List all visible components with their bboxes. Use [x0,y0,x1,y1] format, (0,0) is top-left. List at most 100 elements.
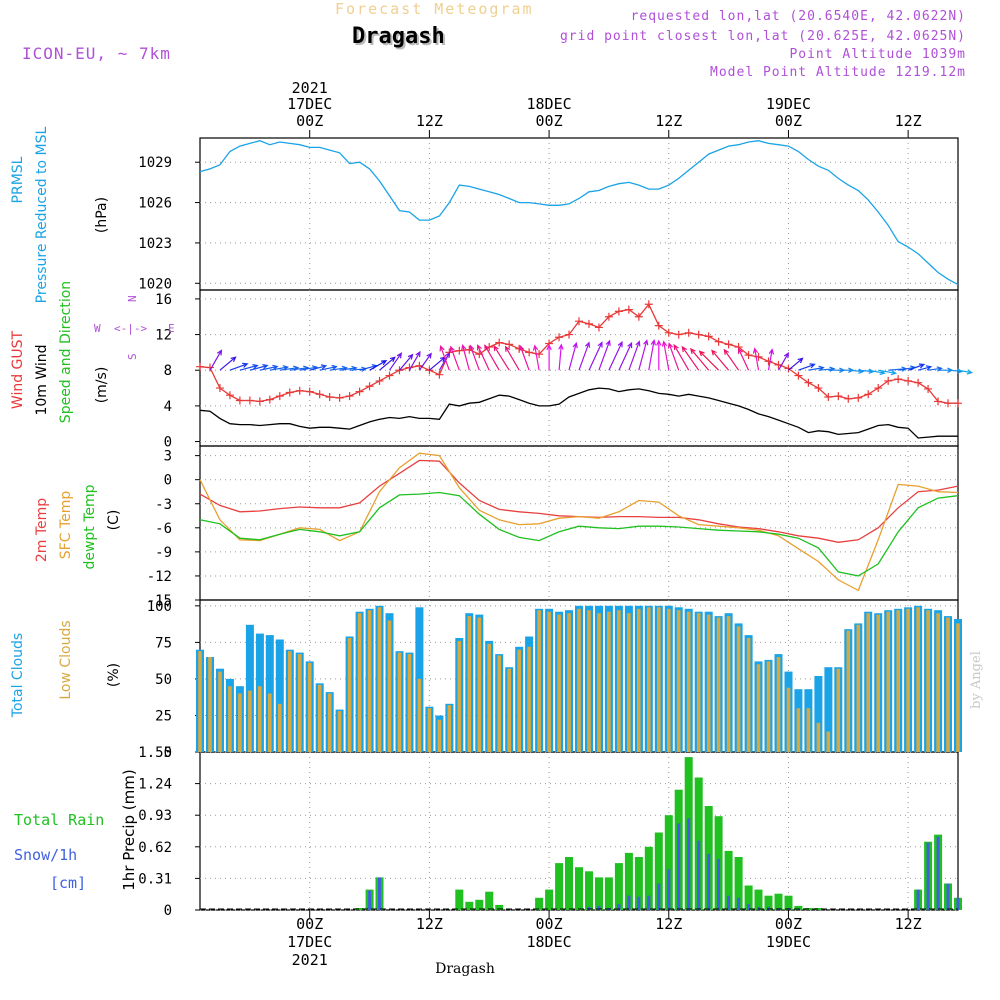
wind-direction-arrow [698,350,720,371]
wind-speed-line [199,387,958,439]
low-clouds-bar [746,638,751,752]
snow-bar [956,897,960,910]
gust-marker [265,395,274,404]
snow-bar [757,906,760,910]
wind-direction-arrow [477,344,490,371]
gust-marker [664,328,673,337]
total-clouds-label: Total Clouds [10,633,26,718]
gust-marker [924,384,933,393]
gust-marker [584,319,593,328]
gust-marker [275,392,284,401]
top-time-label: 12Z [655,112,682,130]
rain-bar [604,877,613,910]
rain-bar [475,899,484,910]
low-clouds-bar [367,610,372,752]
wind-direction-arrow [519,344,530,371]
y-tick-label: 1026 [138,196,172,212]
bottom-time-label: 12Z [655,915,682,933]
meteogram-title: Forecast Meteogram [335,0,534,18]
y-tick-label: 16 [155,292,172,308]
rain-bar [455,889,464,910]
snow-bar [767,906,770,910]
low-clouds-bar [647,607,651,752]
gust-marker [565,330,574,339]
gust-marker [575,317,583,326]
bottom-time-label: 12Z [895,915,922,933]
wind-direction-arrow [309,364,328,371]
low-clouds-bar [736,626,741,752]
snow-bar [747,903,751,910]
low-clouds-bar [407,654,412,752]
low-clouds-bar [427,708,432,752]
gust-marker [914,378,923,387]
rain-bar [634,857,643,910]
model-point-altitude: Model Point Altitude 1219.12m [710,65,966,80]
wind-direction-arrow [767,348,775,371]
gust-marker [385,371,394,380]
gust-marker [794,371,803,380]
wind-direction-arrow [598,339,611,371]
low-clouds-bar [208,657,212,752]
low-clouds-bar [567,613,571,752]
wind-direction-arrow [449,345,460,371]
y-tick-label: 1.55 [138,745,172,761]
temp-dewpt-line [199,491,959,577]
low-clouds-bar [198,651,202,752]
gust-marker [196,362,204,371]
sfc-label: SFC Temp [58,491,74,560]
rain-bar [495,904,504,910]
gust-marker [375,376,384,385]
low-clouds-bar [457,640,462,752]
low-clouds-bar [816,722,821,752]
wind-direction-arrow [723,348,740,371]
wind-direction-arrow [638,339,649,371]
low-clouds-bar [537,610,541,752]
y-tick-label: -6 [155,521,172,537]
snow-bar [677,823,681,910]
top-time-label: 00Z [536,112,563,130]
y-tick-label: 1.24 [138,777,172,793]
low-clouds-bar [836,668,841,752]
gridpoint-coords: grid point closest lon,lat (20.625E, 42.… [559,29,966,44]
snow-bar [717,859,721,910]
low-clouds-bar [597,613,601,752]
low-clouds-bar [776,657,781,752]
t2m-label: 2m Temp [34,498,50,562]
rain-bar [555,863,564,910]
wind-direction-arrow [957,369,974,375]
y-tick-label: 3 [164,449,172,465]
rain-bar [465,901,474,910]
wind-direction-arrow [711,349,730,371]
gust-marker [944,399,953,408]
rain-bar [565,857,573,910]
y-tick-label: -15 [147,593,172,609]
low-clouds-bar [627,613,631,752]
rain-bar [485,891,494,910]
wind-unit: (m/s) [94,367,110,404]
low-clouds-bar [347,638,352,752]
y-tick-label: -3 [155,497,172,513]
bottom-time-label: 19DEC [766,933,811,951]
gust-marker [804,378,813,387]
wind-direction-arrow [917,365,933,371]
gust-marker [704,332,713,341]
low-clouds-bar [218,671,222,752]
wind-direction-arrow [389,352,403,371]
gust-marker [555,333,564,342]
gust-marker [205,363,214,372]
y-tick-label: 12 [155,328,172,344]
gust-marker [315,390,324,399]
wind-direction-arrow [418,352,432,371]
gust-marker [884,376,893,385]
gust-marker [604,312,613,321]
gust-marker [305,387,314,396]
snow-bar [926,842,930,910]
model-label: ICON-EU, ~ 7km [22,44,171,63]
low-clouds-bar [337,711,342,752]
compass-s: S [126,353,139,360]
wind-direction-arrow [558,343,564,371]
low-clouds-bar [477,617,482,752]
bottom-time-label: 00Z [775,915,802,933]
y-tick-label: 4 [164,399,172,415]
y-tick-label: 0 [164,435,172,451]
